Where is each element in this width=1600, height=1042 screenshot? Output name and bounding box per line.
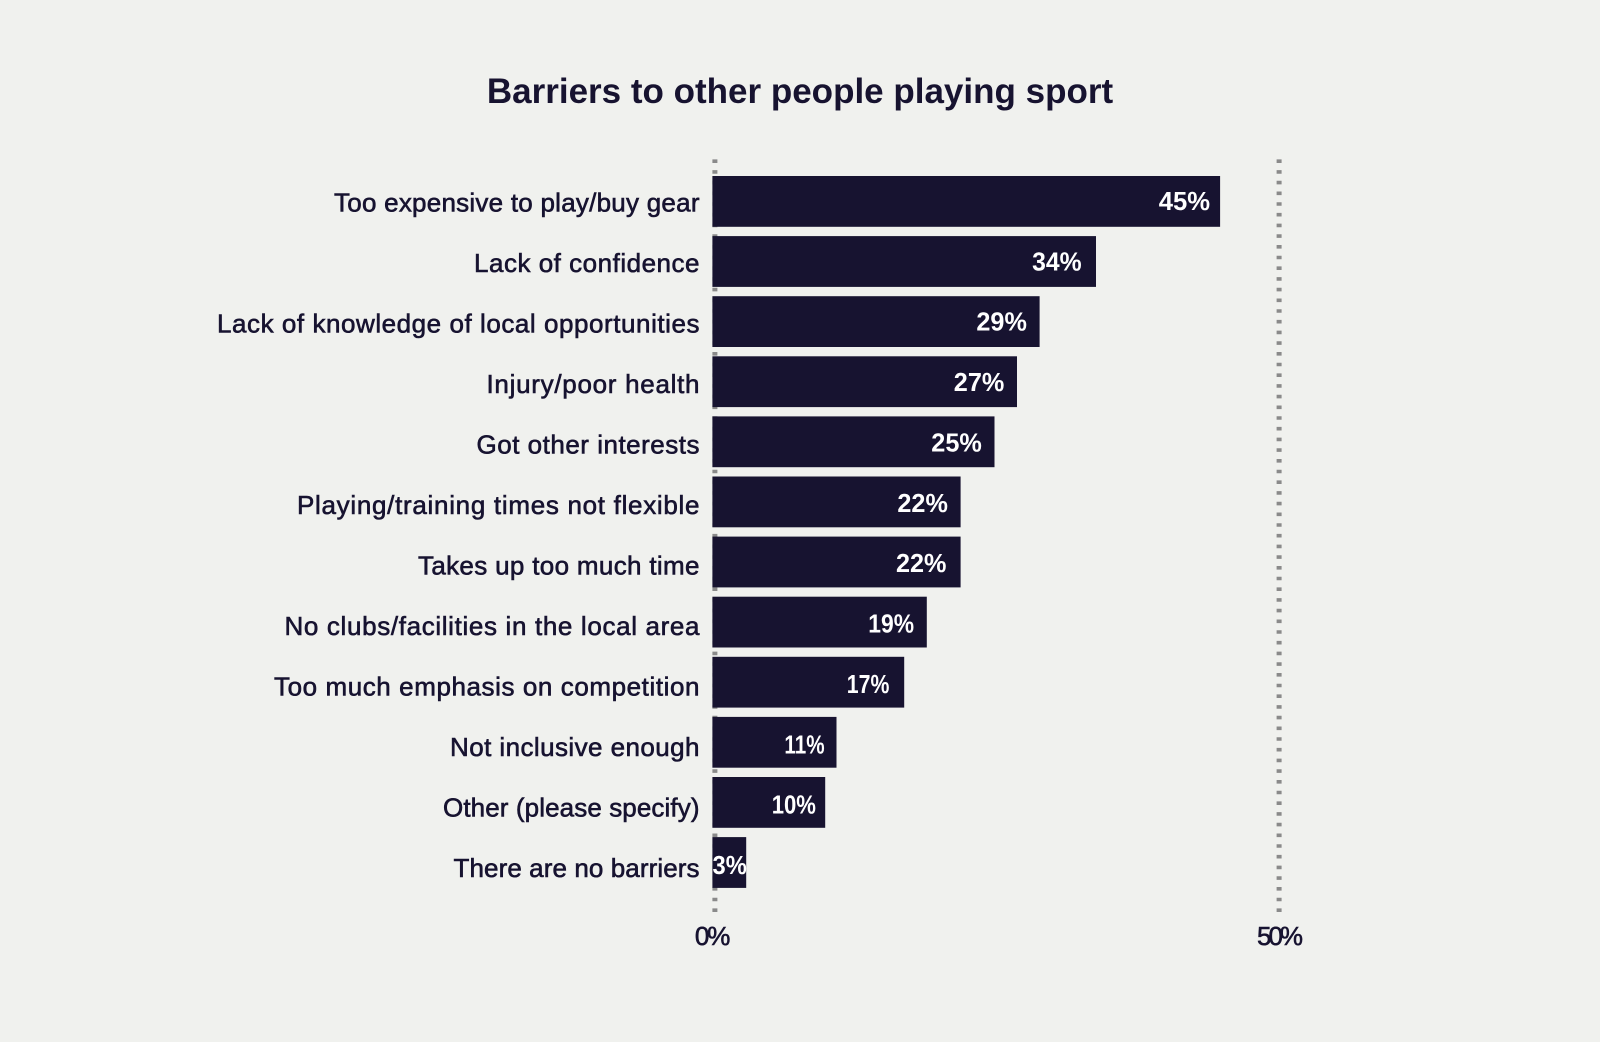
svg-text:27%: 27% <box>954 367 1005 397</box>
svg-text:22%: 22% <box>896 548 947 578</box>
svg-text:Barriers to other people playi: Barriers to other people playing sport <box>487 72 1114 111</box>
svg-text:Too expensive to play/buy gear: Too expensive to play/buy gear <box>334 188 700 218</box>
svg-text:34%: 34% <box>1032 246 1082 276</box>
svg-text:22%: 22% <box>897 488 948 518</box>
svg-text:Other (please specify): Other (please specify) <box>443 793 700 823</box>
svg-text:Lack of confidence: Lack of confidence <box>474 248 700 278</box>
svg-text:Lack of knowledge of local opp: Lack of knowledge of local opportunities <box>217 309 700 339</box>
svg-text:3%: 3% <box>713 850 747 880</box>
svg-text:There are no barriers: There are no barriers <box>454 853 700 883</box>
svg-text:45%: 45% <box>1159 186 1210 216</box>
svg-text:10%: 10% <box>772 790 816 820</box>
svg-text:Too much emphasis on competiti: Too much emphasis on competition <box>274 672 700 702</box>
svg-text:19%: 19% <box>868 609 914 639</box>
svg-text:Takes up too much time: Takes up too much time <box>418 551 700 581</box>
svg-text:Got other interests: Got other interests <box>477 430 700 460</box>
svg-text:25%: 25% <box>931 428 982 458</box>
svg-text:No clubs/facilities in the loc: No clubs/facilities in the local area <box>285 611 701 641</box>
svg-text:Injury/poor health: Injury/poor health <box>487 369 700 399</box>
svg-text:Not inclusive enough: Not inclusive enough <box>450 732 700 762</box>
svg-text:11%: 11% <box>784 729 824 759</box>
svg-text:0%: 0% <box>695 921 731 951</box>
svg-text:29%: 29% <box>976 307 1027 337</box>
svg-text:Playing/training times not fle: Playing/training times not flexible <box>297 490 700 520</box>
svg-text:17%: 17% <box>847 669 890 699</box>
svg-text:50%: 50% <box>1257 921 1303 951</box>
